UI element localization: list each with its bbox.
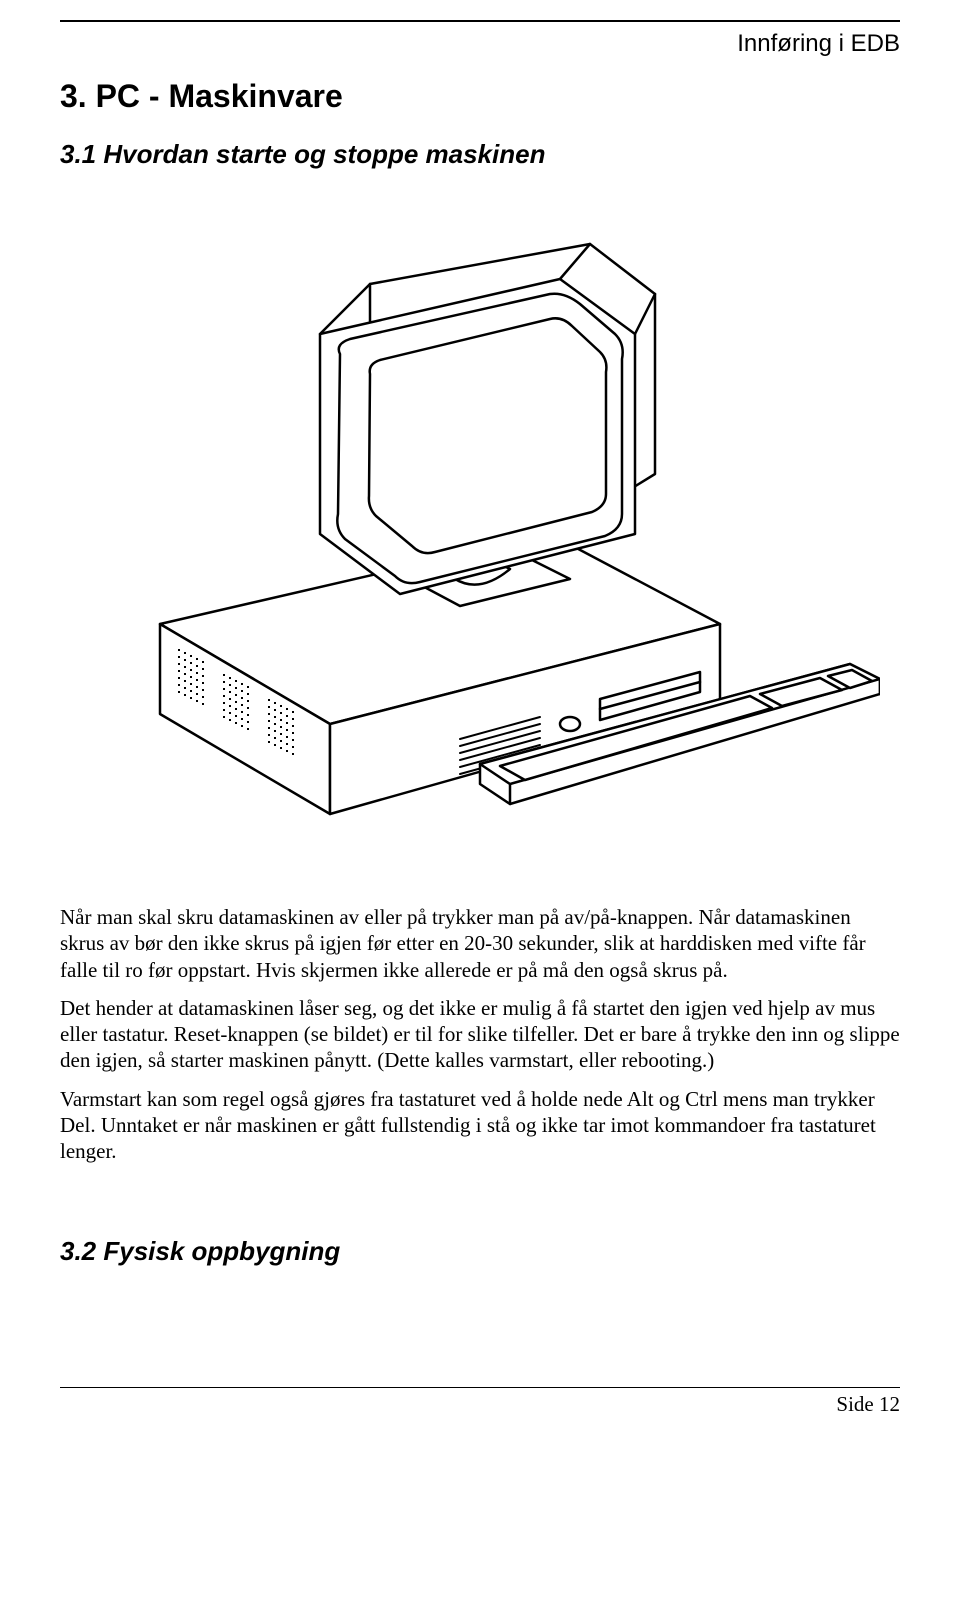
computer-illustration: [60, 194, 900, 874]
body-paragraph-3: Varmstart kan som regel også gjøres fra …: [60, 1086, 900, 1165]
top-rule: [60, 20, 900, 22]
body-paragraph-2: Det hender at datamaskinen låser seg, og…: [60, 995, 900, 1074]
section-heading-1: 3.1 Hvordan starte og stoppe maskinen: [60, 139, 900, 170]
page-footer: Side 12: [60, 1387, 900, 1417]
running-header: Innføring i EDB: [60, 30, 900, 58]
chapter-heading: 3. PC - Maskinvare: [60, 78, 900, 115]
section-heading-2: 3.2 Fysisk oppbygning: [60, 1236, 900, 1267]
body-paragraph-1: Når man skal skru datamaskinen av eller …: [60, 904, 900, 983]
